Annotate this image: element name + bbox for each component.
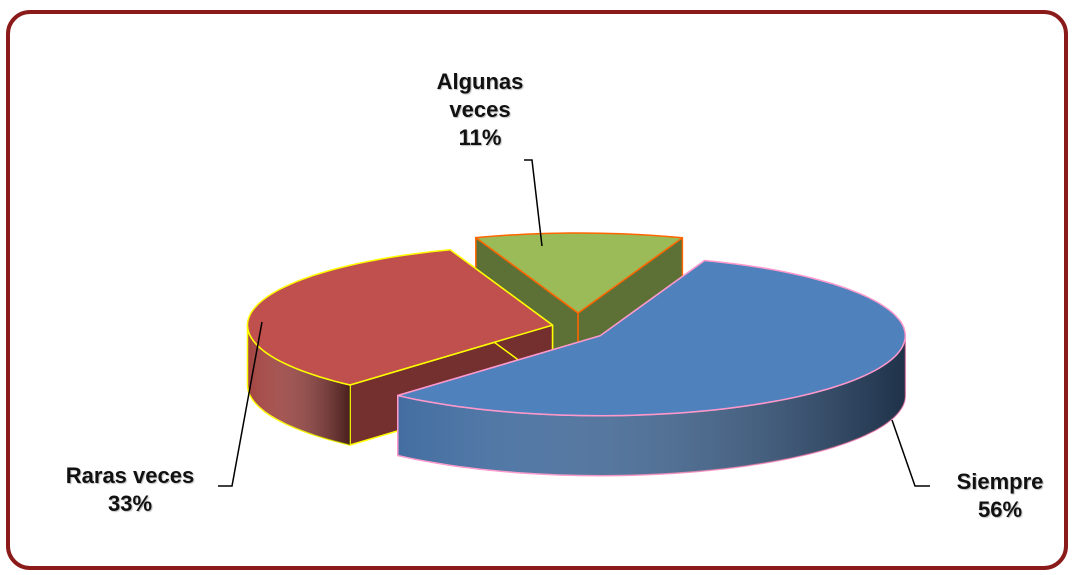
label-siempre: Siempre 56% <box>920 468 1073 524</box>
leader-line <box>891 419 930 487</box>
leader-line <box>218 321 263 487</box>
pie <box>246 232 907 477</box>
value-label: 11% <box>458 125 502 150</box>
category-label: Siempre <box>956 469 1044 494</box>
slice-wall-shade <box>247 325 350 445</box>
slice-top <box>397 259 907 417</box>
slice-top <box>246 249 554 386</box>
slice-wall-shade <box>397 335 906 476</box>
value-label: 56% <box>977 497 1023 522</box>
slice-top <box>475 232 684 314</box>
leader-line <box>524 159 543 247</box>
category-label: Raras veces <box>65 463 195 488</box>
label-raras: Raras veces 33% <box>40 462 220 518</box>
value-label: 33% <box>107 491 153 516</box>
category-label: Algunas veces <box>436 69 524 122</box>
label-algunas: Algunas veces 11% <box>420 68 540 152</box>
